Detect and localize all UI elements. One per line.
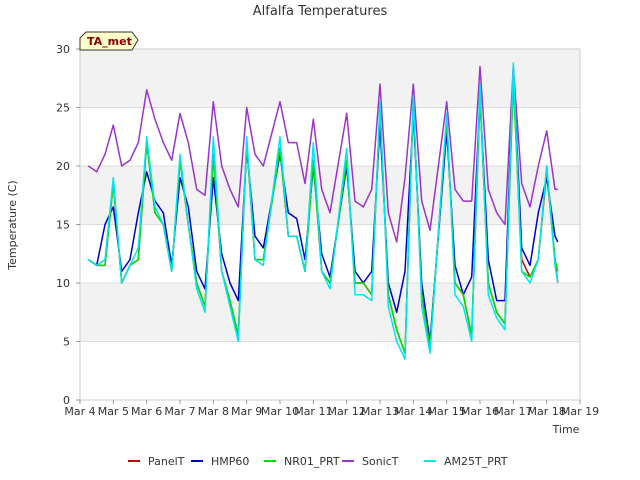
ta-met-badge: TA_met [79, 31, 139, 51]
legend-label-panelt: PanelT [148, 455, 185, 468]
x-tick-label: Mar 13 [361, 405, 399, 418]
legend-label-sonict: SonicT [362, 455, 399, 468]
x-tick-label: Mar 14 [394, 405, 432, 418]
y-tick-label: 25 [56, 102, 70, 115]
y-tick-label: 20 [56, 160, 70, 173]
chart-title: Alfalfa Temperatures [253, 4, 388, 19]
x-tick-label: Mar 17 [494, 405, 532, 418]
legend-label-hmp60: HMP60 [211, 455, 249, 468]
x-tick-label: Mar 12 [328, 405, 366, 418]
y-axis-ticks: 0 5 10 15 20 25 30 [56, 43, 80, 407]
badge-shape [79, 31, 139, 51]
x-tick-label: Mar 19 [561, 405, 599, 418]
x-tick-label: Mar 11 [294, 405, 332, 418]
badge-label: TA_met [87, 35, 132, 48]
y-tick-label: 0 [63, 394, 70, 407]
x-tick-label: Mar 18 [528, 405, 566, 418]
y-tick-label: 5 [63, 336, 70, 349]
y-axis-label: Temperature (C) [6, 180, 19, 270]
y-tick-label: 30 [56, 43, 70, 56]
x-tick-label: Mar 6 [131, 405, 162, 418]
series-line-am25t-prt [87, 62, 559, 360]
series-line-sonict [87, 65, 558, 243]
x-tick-label: Mar 10 [261, 405, 299, 418]
legend-label-nr01-prt: NR01_PRT [284, 455, 340, 468]
x-tick-label: Mar 9 [231, 405, 262, 418]
y-tick-label: 15 [56, 219, 70, 232]
x-tick-label: Mar 5 [98, 405, 129, 418]
series-layer [87, 62, 559, 360]
series-line-hmp60 [87, 65, 559, 343]
x-axis-label: Time [552, 423, 580, 436]
legend: PanelT HMP60 NR01_PRT SonicT AM25T_PRT [128, 455, 508, 468]
x-tick-label: Mar 7 [164, 405, 195, 418]
x-tick-label: Mar 8 [198, 405, 229, 418]
y-tick-label: 10 [56, 277, 70, 290]
legend-label-am25t-prt: AM25T_PRT [444, 455, 508, 468]
plot-band [80, 49, 580, 108]
x-tick-label: Mar 16 [461, 405, 499, 418]
x-tick-label: Mar 4 [64, 405, 95, 418]
x-tick-label: Mar 15 [428, 405, 466, 418]
